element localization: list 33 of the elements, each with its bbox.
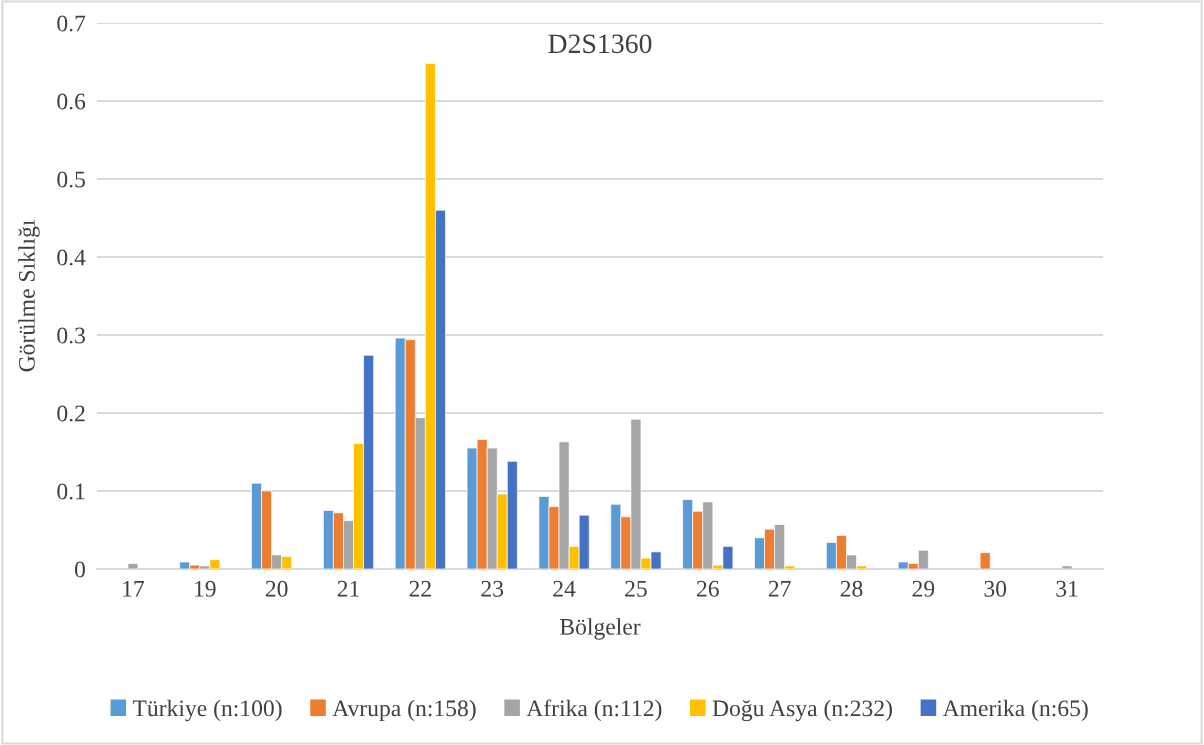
x-tick-label: 17 (123, 580, 145, 597)
x-tick-label: 22 (409, 580, 431, 597)
chart-title: D2S1360 (548, 34, 652, 54)
y-tick-label: 0.1 (57, 483, 85, 500)
legend-label: Afrika (n:112) (526, 699, 662, 722)
legend-label: Doğu Asya (n:232) (712, 699, 892, 722)
x-tick-label: 28 (840, 580, 863, 597)
y-tick-label: 0.5 (57, 171, 85, 188)
bar (979, 552, 991, 569)
legend-label: Avrupa (n:158) (332, 699, 476, 722)
y-tick-label: 0.7 (57, 15, 86, 32)
x-tick-label: 29 (912, 580, 935, 597)
y-tick-label: 0.3 (57, 327, 85, 344)
x-tick-label: 25 (625, 580, 647, 597)
bar (1061, 565, 1073, 569)
x-tick-label: 26 (697, 580, 719, 597)
x-tick-label: 23 (481, 580, 504, 597)
y-tick-label: 0.4 (57, 249, 86, 266)
y-axis-title: Görülme Sıklığı (18, 220, 40, 372)
x-tick-label: 24 (553, 580, 576, 597)
x-tick-label: 20 (265, 580, 288, 597)
bar (127, 563, 139, 569)
legend-label: Türkiye (n:100) (132, 699, 282, 722)
x-tick-label: 19 (195, 580, 216, 597)
x-axis-title: Bölgeler (560, 618, 641, 640)
y-tick-label: 0.6 (57, 93, 86, 110)
x-tick-label: 27 (768, 580, 791, 597)
x-tick-label: 21 (337, 580, 359, 597)
x-tick-label: 31 (1056, 580, 1078, 597)
y-tick-label: 0.2 (57, 405, 85, 422)
x-tick-label: 30 (984, 580, 1007, 597)
legend-label: Amerika (n:65) (942, 699, 1088, 722)
y-tick-label: 0 (74, 561, 85, 578)
